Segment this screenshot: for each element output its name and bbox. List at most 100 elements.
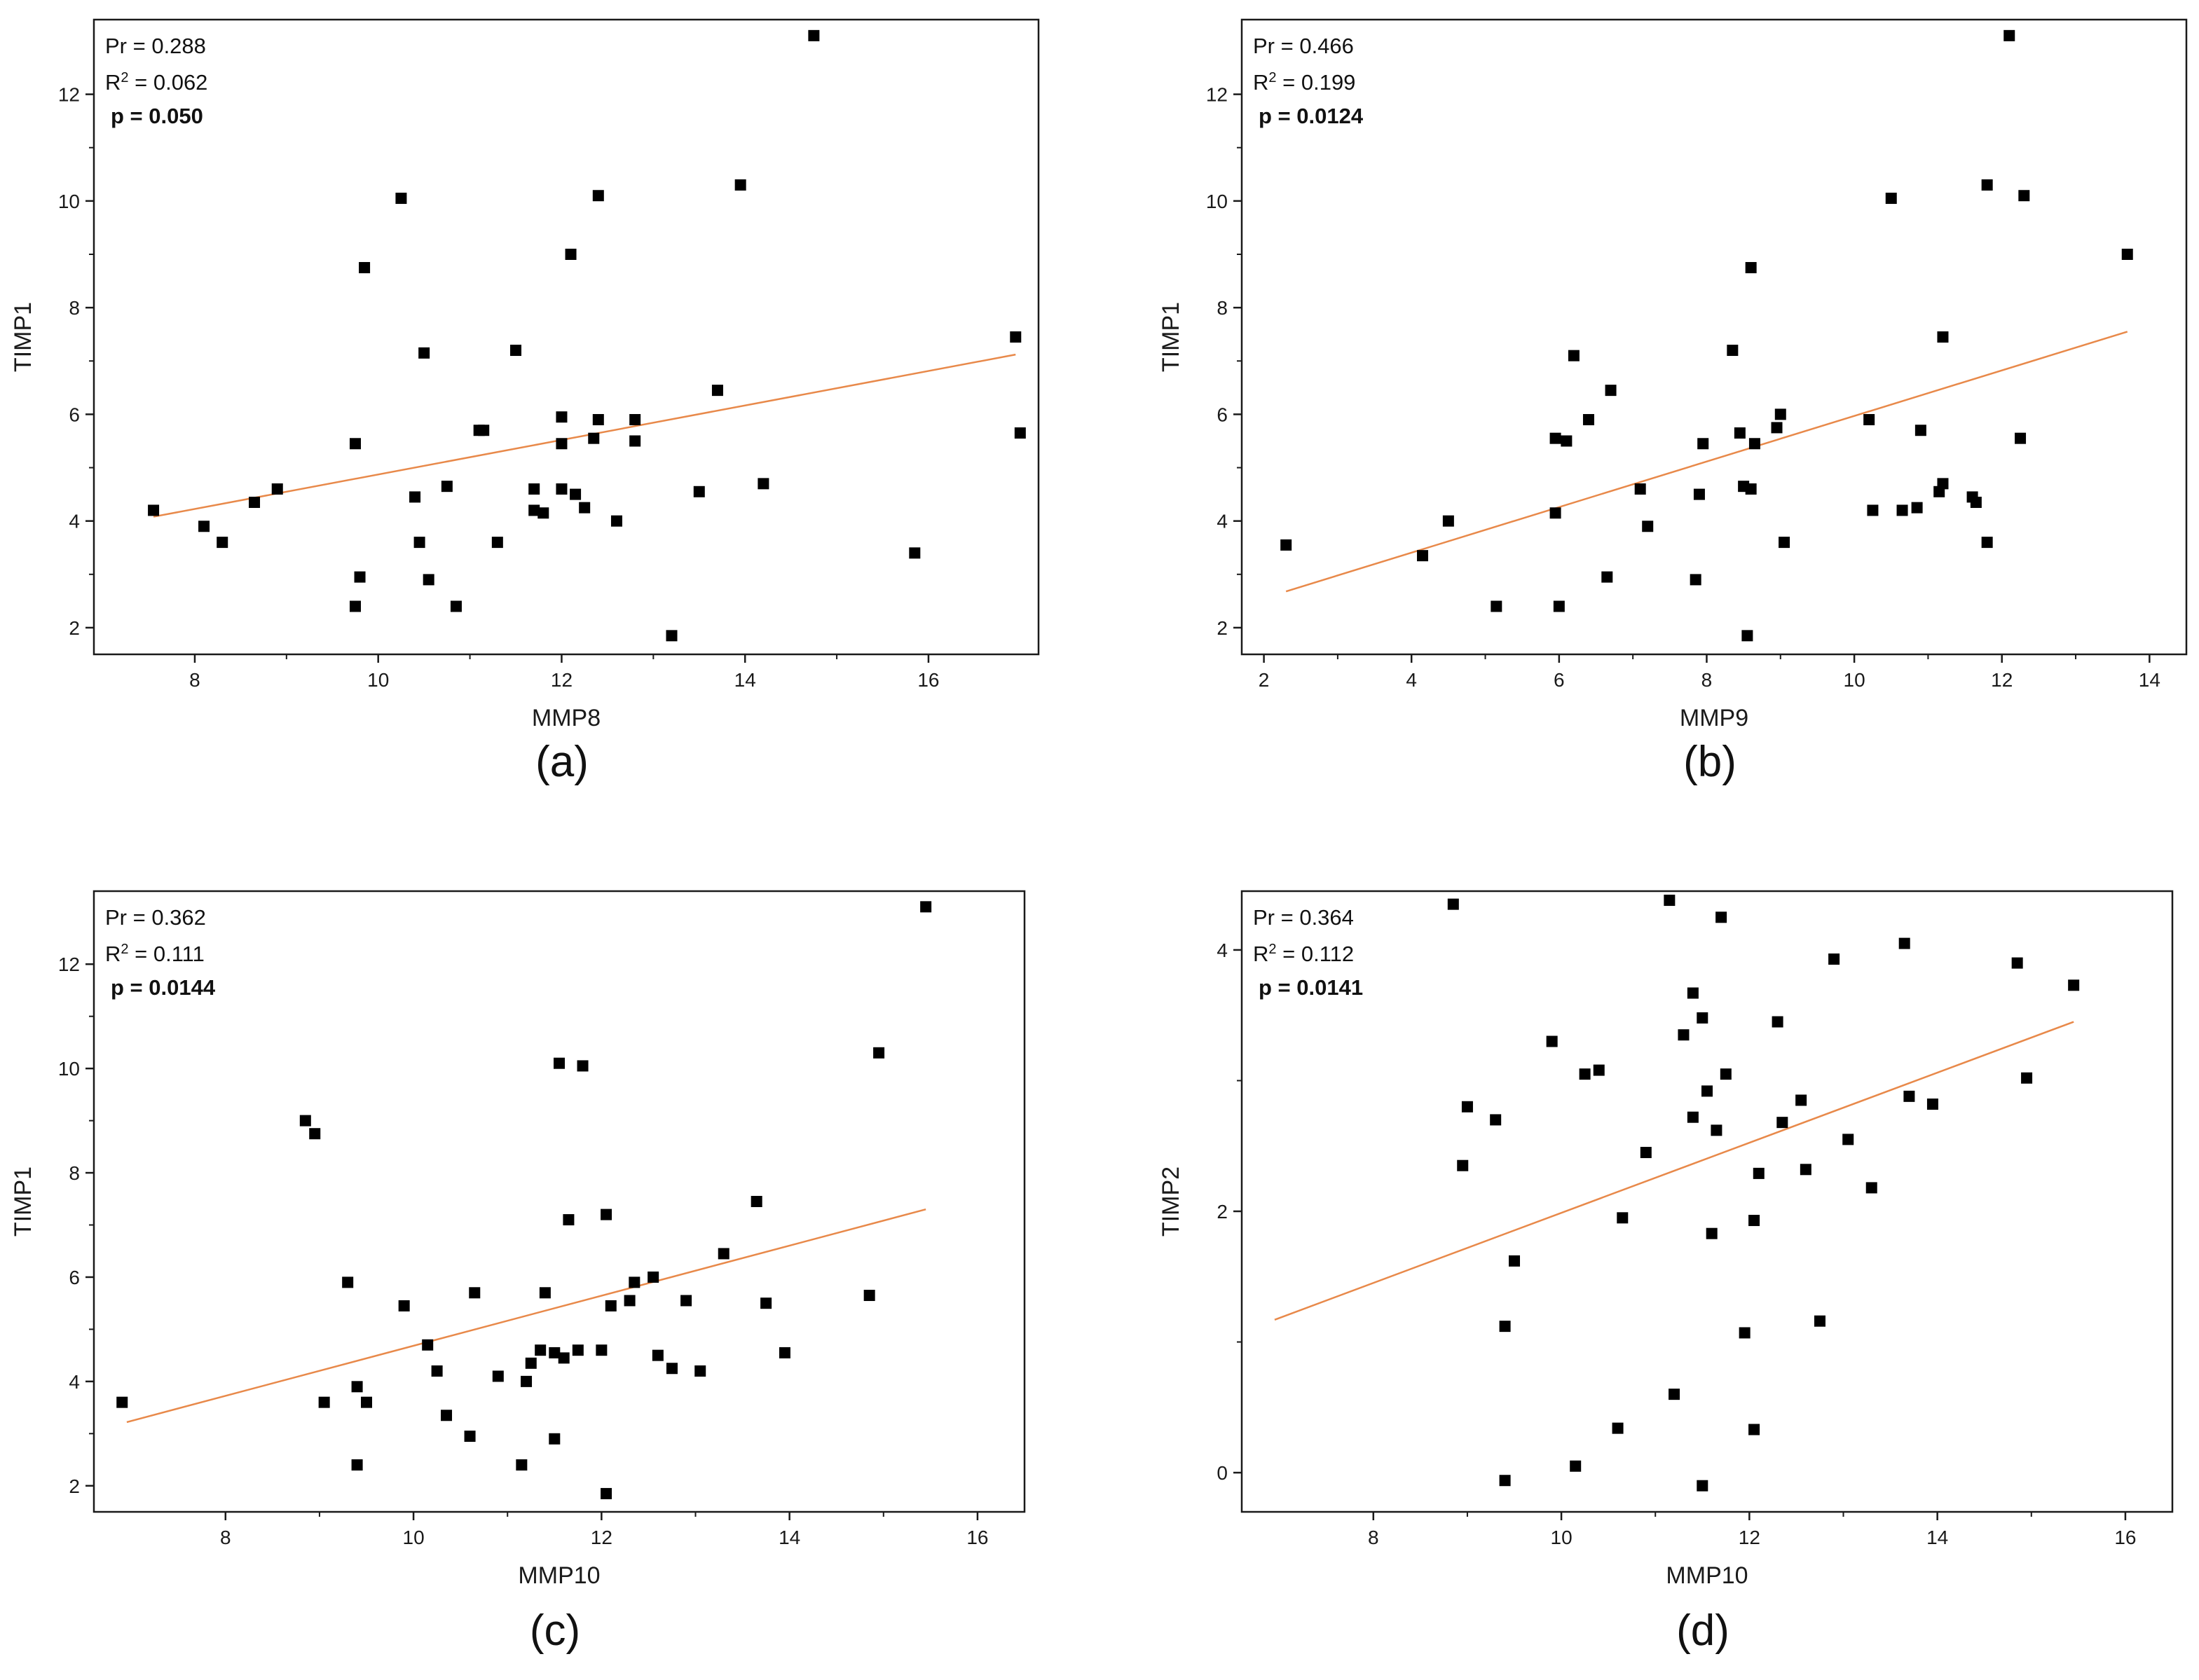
- x-tick-label: 10: [1551, 1527, 1573, 1548]
- scatter-point: [1499, 1475, 1511, 1487]
- scatter-point: [1748, 1424, 1760, 1435]
- scatter-point: [318, 1396, 330, 1408]
- r-squared-value: R2 = 0.199: [1253, 70, 1355, 95]
- scatter-point: [1734, 427, 1746, 439]
- scatter-point: [1800, 1164, 1811, 1176]
- scatter-point: [2021, 1072, 2033, 1084]
- x-tick-label: 14: [2139, 669, 2160, 691]
- scatter-point: [1442, 515, 1454, 527]
- scatter-point: [492, 1370, 504, 1382]
- scatter-point: [1896, 504, 1908, 516]
- scatter-point: [464, 1431, 476, 1443]
- x-axis-title: MMP10: [518, 1562, 600, 1589]
- x-tick-label: 14: [1926, 1527, 1948, 1548]
- scatter-point: [1970, 497, 1982, 509]
- y-axis-title: TIMP2: [1158, 1166, 1184, 1237]
- scatter-point: [610, 515, 622, 527]
- x-tick-label: 12: [591, 1527, 612, 1548]
- r-squared-superscript: 2: [121, 70, 128, 85]
- scatter-point: [148, 504, 160, 516]
- p-value: p = 0.0144: [111, 975, 216, 1000]
- scatter-point: [469, 1287, 481, 1299]
- scatter-point: [1697, 1012, 1708, 1024]
- y-axis-title: TIMP1: [1158, 302, 1184, 372]
- scatter-point: [1447, 898, 1459, 910]
- y-tick-label: 8: [69, 1162, 80, 1184]
- scatter-point: [528, 504, 540, 516]
- scatter-point: [1748, 438, 1760, 450]
- scatter-point: [734, 179, 746, 191]
- scatter-point: [2003, 29, 2015, 41]
- scatter-point: [718, 1248, 729, 1260]
- scatter-point: [1490, 1114, 1502, 1126]
- scatter-point: [601, 1209, 612, 1220]
- scatter-point: [1753, 1167, 1765, 1179]
- scatter-point: [629, 435, 641, 447]
- scatter-point: [549, 1347, 561, 1358]
- scatter-point: [198, 521, 210, 532]
- scatter-point: [711, 385, 723, 397]
- y-tick-label: 10: [58, 191, 80, 212]
- p-value: p = 0.0141: [1259, 975, 1363, 1000]
- scatter-point: [1727, 345, 1739, 357]
- p-value: p = 0.0124: [1259, 104, 1364, 128]
- scatter-point: [592, 190, 604, 202]
- y-tick-label: 12: [58, 84, 80, 106]
- scatter-point: [596, 1344, 608, 1356]
- scatter-point: [395, 193, 407, 205]
- scatter-point: [565, 248, 577, 260]
- scatter-point: [1582, 414, 1594, 426]
- scatter-point: [1642, 521, 1654, 532]
- scatter-point: [863, 1290, 875, 1302]
- scatter-point: [549, 1433, 561, 1445]
- x-tick-label: 4: [1406, 669, 1417, 691]
- scatter-point: [1981, 179, 1993, 191]
- scatter-point: [556, 483, 568, 495]
- y-tick-label: 4: [1217, 939, 1228, 961]
- scatter-point: [909, 547, 921, 559]
- panel-label: (c): [530, 1606, 580, 1655]
- scatter-point: [2018, 190, 2030, 202]
- scatter-point: [1885, 193, 1897, 205]
- axis-ticks: 2 4 6 8 10 12 14 2 4 6 8 10 12: [1206, 84, 2160, 691]
- scatter-point: [1280, 539, 1292, 551]
- scatter-point: [1739, 1327, 1751, 1339]
- r-squared-letter: R: [105, 70, 121, 95]
- x-tick-label: 12: [551, 669, 573, 691]
- scatter-point: [441, 1410, 453, 1421]
- x-tick-label: 14: [779, 1527, 800, 1548]
- y-axis-title: TIMP1: [10, 1166, 36, 1237]
- r-squared-number: = 0.199: [1277, 70, 1356, 95]
- x-tick-label: 14: [734, 669, 756, 691]
- scatter-point: [1795, 1094, 1807, 1106]
- x-axis-title: MMP8: [532, 705, 601, 731]
- scatter-point: [680, 1295, 692, 1307]
- scatter-point: [525, 1357, 537, 1369]
- scatter-points: [116, 901, 932, 1499]
- r-squared-number: = 0.111: [129, 942, 205, 966]
- scatter-point: [354, 571, 366, 583]
- axis-ticks: 8 10 12 14 16 0 2 4: [1217, 939, 2136, 1548]
- scatter-point: [1491, 600, 1502, 612]
- y-tick-label: 6: [1217, 404, 1228, 425]
- scatter-point: [808, 29, 820, 41]
- r-squared-letter: R: [105, 942, 121, 966]
- y-tick-label: 8: [1217, 297, 1228, 319]
- scatter-points: [1280, 29, 2133, 642]
- scatter-point: [351, 1381, 363, 1393]
- scatter-point: [1926, 1099, 1938, 1110]
- y-tick-label: 6: [69, 1267, 80, 1288]
- scatter-point: [116, 1396, 128, 1408]
- x-tick-label: 12: [1739, 1527, 1760, 1548]
- r-squared-number: = 0.112: [1277, 942, 1355, 966]
- scatter-point: [217, 537, 228, 549]
- scatter-point: [1579, 1068, 1591, 1080]
- x-tick-label: 8: [220, 1527, 231, 1548]
- scatter-point: [1612, 1422, 1624, 1434]
- scatter-point: [554, 1057, 565, 1069]
- y-tick-label: 2: [69, 1475, 80, 1497]
- scatter-point: [528, 483, 540, 495]
